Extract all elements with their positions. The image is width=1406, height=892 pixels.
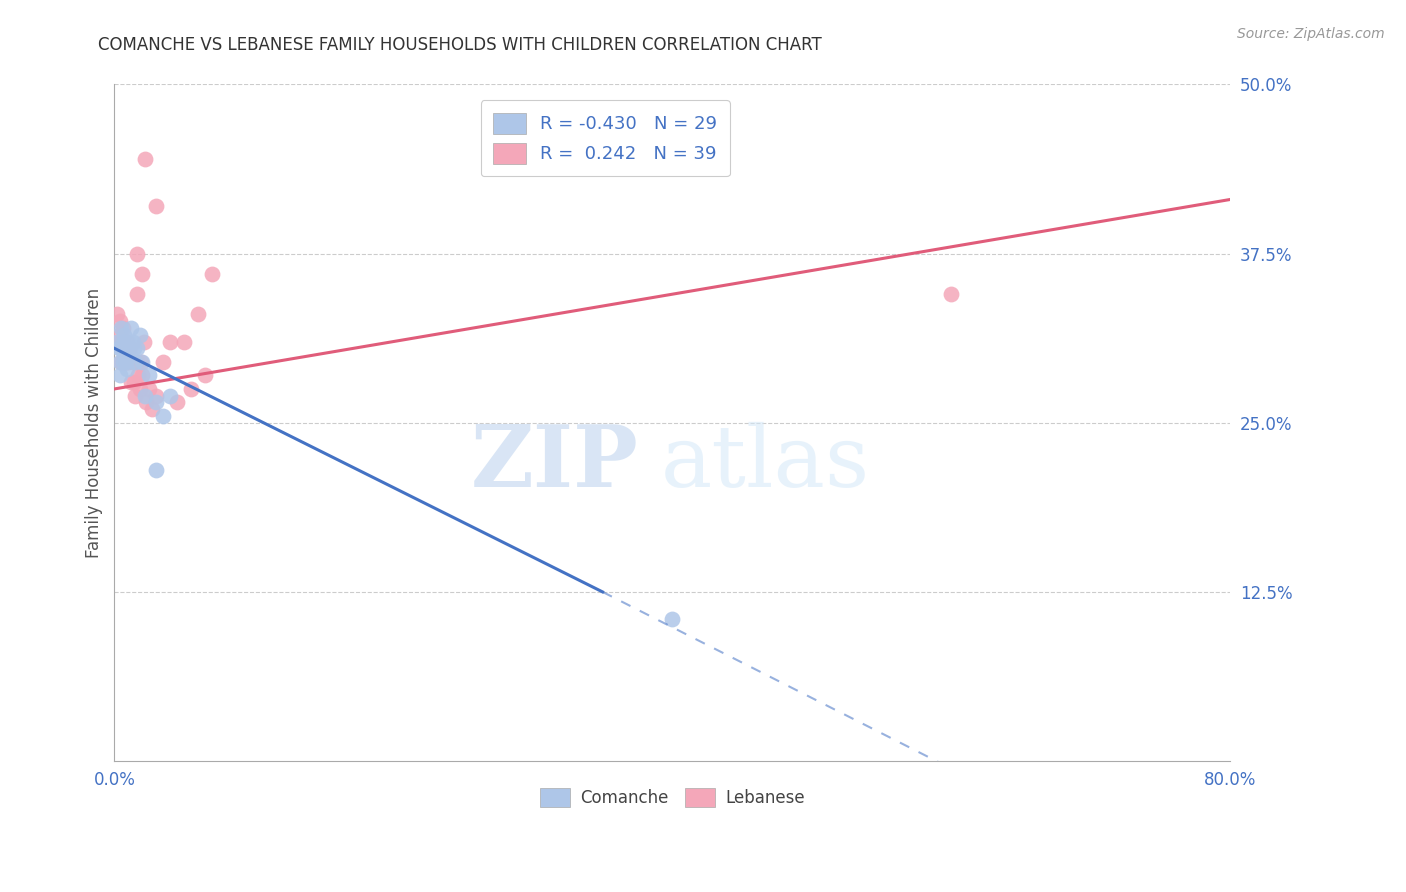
- Point: [111, 334, 134, 349]
- Point: [110, 334, 132, 349]
- Point: [110, 355, 132, 369]
- Point: [129, 355, 152, 369]
- Point: [108, 368, 131, 383]
- Point: [125, 287, 148, 301]
- Point: [124, 389, 146, 403]
- Point: [145, 463, 167, 477]
- Point: [108, 355, 131, 369]
- Y-axis label: Family Households with Children: Family Households with Children: [86, 288, 103, 558]
- Point: [117, 334, 139, 349]
- Point: [661, 612, 683, 626]
- Point: [118, 342, 141, 356]
- Point: [152, 409, 174, 423]
- Point: [141, 402, 163, 417]
- Point: [132, 334, 155, 349]
- Point: [112, 327, 135, 342]
- Point: [120, 321, 142, 335]
- Point: [118, 348, 141, 362]
- Point: [107, 342, 129, 356]
- Point: [128, 327, 150, 342]
- Point: [201, 267, 224, 281]
- Point: [110, 321, 132, 335]
- Point: [114, 342, 136, 356]
- Point: [180, 382, 202, 396]
- Point: [145, 395, 167, 409]
- Point: [117, 355, 139, 369]
- Text: Source: ZipAtlas.com: Source: ZipAtlas.com: [1237, 27, 1385, 41]
- Point: [114, 355, 136, 369]
- Point: [125, 355, 148, 369]
- Point: [131, 368, 153, 383]
- Point: [166, 395, 188, 409]
- Point: [128, 382, 150, 396]
- Point: [145, 389, 167, 403]
- Point: [122, 342, 145, 356]
- Text: ZIP: ZIP: [471, 421, 638, 506]
- Point: [127, 368, 149, 383]
- Point: [111, 355, 134, 369]
- Point: [121, 334, 143, 349]
- Point: [194, 368, 217, 383]
- Point: [138, 368, 160, 383]
- Point: [110, 342, 132, 356]
- Point: [134, 389, 156, 403]
- Point: [159, 334, 181, 349]
- Point: [112, 348, 135, 362]
- Point: [152, 355, 174, 369]
- Point: [112, 342, 135, 356]
- Legend: Comanche, Lebanese: Comanche, Lebanese: [533, 781, 811, 814]
- Point: [135, 395, 157, 409]
- Point: [138, 382, 160, 396]
- Point: [134, 152, 156, 166]
- Text: atlas: atlas: [661, 422, 870, 505]
- Point: [122, 375, 145, 389]
- Point: [159, 389, 181, 403]
- Text: COMANCHE VS LEBANESE FAMILY HOUSEHOLDS WITH CHILDREN CORRELATION CHART: COMANCHE VS LEBANESE FAMILY HOUSEHOLDS W…: [98, 36, 823, 54]
- Point: [111, 321, 134, 335]
- Point: [105, 308, 128, 322]
- Point: [145, 199, 167, 213]
- Point: [121, 355, 143, 369]
- Point: [108, 314, 131, 328]
- Point: [131, 355, 153, 369]
- Point: [173, 334, 195, 349]
- Point: [125, 246, 148, 260]
- Point: [941, 287, 963, 301]
- Point: [124, 355, 146, 369]
- Point: [114, 355, 136, 369]
- Point: [105, 334, 128, 349]
- Point: [131, 267, 153, 281]
- Point: [115, 361, 138, 376]
- Point: [107, 327, 129, 342]
- Point: [187, 308, 209, 322]
- Point: [120, 375, 142, 389]
- Point: [115, 334, 138, 349]
- Point: [125, 342, 148, 356]
